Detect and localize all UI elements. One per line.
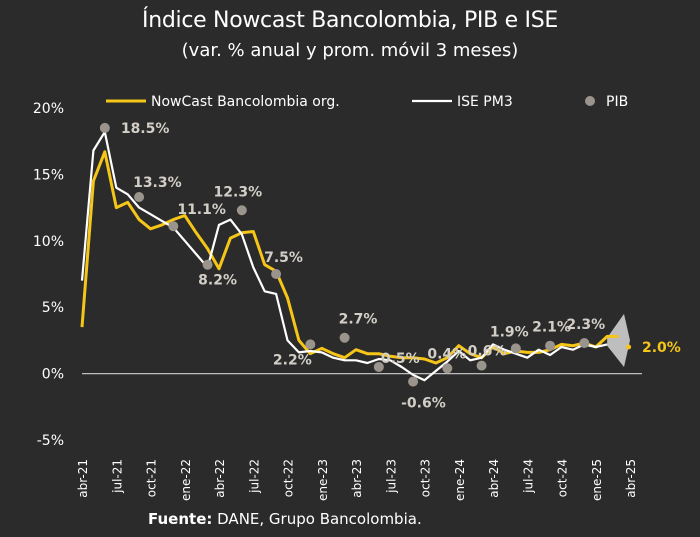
pib-point xyxy=(271,269,282,279)
x-tick-label: abr-24 xyxy=(487,459,501,498)
pib-point xyxy=(545,340,556,351)
y-tick-label: -5% xyxy=(37,433,64,449)
pib-label: 2.7% xyxy=(339,312,378,328)
x-axis: abr-21 jul-21 oct-21 ene-22 abr-22 jul-22 oct-… xyxy=(76,372,642,501)
x-tick-label: abr-22 xyxy=(213,459,227,498)
pib-point xyxy=(305,339,316,350)
legend: NowCast Bancolombia org. ISE PM3 PIB xyxy=(106,94,628,110)
pib-point xyxy=(510,343,521,354)
y-tick-label: 0% xyxy=(42,367,64,383)
x-tick-label: oct-23 xyxy=(419,459,433,497)
pib-label: 1.9% xyxy=(490,324,529,340)
chart-title: Índice Nowcast Bancolombia, PIB e ISE xyxy=(142,8,558,33)
uncertainty-fan xyxy=(607,313,630,367)
pib-label: 7.5% xyxy=(264,250,303,266)
pib-label: 0.6% xyxy=(468,344,507,360)
x-tick-label: oct-22 xyxy=(282,459,296,497)
x-tick-label: abr-23 xyxy=(350,459,364,498)
x-tick-label: jul-23 xyxy=(384,459,398,494)
x-tick-label: oct-24 xyxy=(556,459,570,497)
pib-label: 2.2% xyxy=(273,352,312,368)
x-tick-label: ene-25 xyxy=(590,459,604,501)
ise-line xyxy=(80,130,608,382)
x-tick-label: jul-24 xyxy=(521,459,535,494)
x-tick-label: ene-22 xyxy=(179,459,193,501)
x-tick-label: jul-22 xyxy=(247,459,261,494)
legend-label-ise: ISE PM3 xyxy=(457,94,513,110)
legend-swatch-pib xyxy=(585,96,595,106)
last-value-label: 2.0% xyxy=(642,340,681,356)
pib-point xyxy=(202,259,213,270)
legend-label-nowcast: NowCast Bancolombia org. xyxy=(151,94,340,110)
y-axis: 20% 15% 10% 5% 0% -5% xyxy=(33,101,64,449)
chart-subtitle: (var. % anual y prom. móvil 3 meses) xyxy=(181,40,519,61)
pib-label: -0.6% xyxy=(401,396,446,412)
pib-label: 18.5% xyxy=(121,121,170,137)
pib-point xyxy=(373,361,384,372)
source-text: DANE, Grupo Bancolombia. xyxy=(212,510,422,528)
pib-label: 8.2% xyxy=(198,273,237,289)
pib-point xyxy=(579,338,590,349)
y-tick-label: 5% xyxy=(42,300,64,316)
x-tick-label: abr-21 xyxy=(76,459,90,498)
legend-label-pib: PIB xyxy=(606,94,628,110)
pib-point xyxy=(408,376,419,387)
source-note: Fuente: DANE, Grupo Bancolombia. xyxy=(148,510,422,528)
pib-point xyxy=(236,205,247,216)
pib-label: 0.4% xyxy=(427,346,466,362)
pib-point xyxy=(476,360,487,371)
pib-point xyxy=(134,191,145,202)
pib-label: 12.3% xyxy=(214,184,263,200)
pib-point xyxy=(168,221,179,232)
y-tick-label: 20% xyxy=(33,101,64,117)
source-label: Fuente: xyxy=(148,510,213,528)
x-tick-label: oct-21 xyxy=(145,459,159,497)
x-tick-label: abr-25 xyxy=(624,459,638,498)
x-tick-label: jul-21 xyxy=(110,459,124,494)
pib-points xyxy=(99,122,590,387)
pib-label: 13.3% xyxy=(133,175,182,191)
pib-point xyxy=(339,332,350,343)
uncertainty-band xyxy=(607,313,630,367)
nowcast-line xyxy=(80,150,619,365)
series-lines xyxy=(80,130,619,382)
last-value-point xyxy=(626,344,632,350)
x-tick-label: ene-23 xyxy=(316,459,330,501)
x-tick-label: ene-24 xyxy=(453,459,467,501)
pib-point xyxy=(442,363,453,374)
y-tick-label: 15% xyxy=(33,167,64,183)
pib-label: 2.3% xyxy=(566,317,605,333)
pib-label: 0.5% xyxy=(381,351,420,367)
pib-label: 11.1% xyxy=(177,202,226,218)
y-tick-label: 10% xyxy=(33,234,64,250)
pib-point xyxy=(99,122,110,133)
pib-label: 2.1% xyxy=(532,320,571,336)
data-labels: 18.5% 13.3% 11.1% 8.2% 12.3% 7.5% 2.2% 2.7% 0.5%… xyxy=(121,121,681,412)
